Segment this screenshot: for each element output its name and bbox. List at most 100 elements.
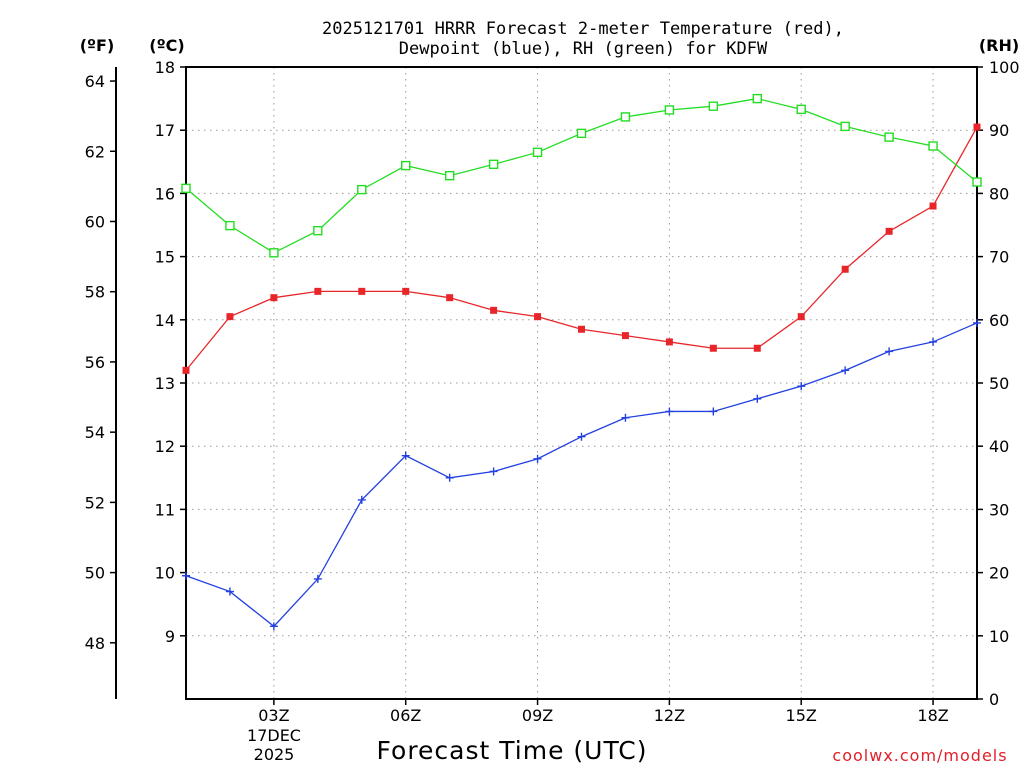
dewpoint-point [577,432,586,441]
x-tick-label: 06Z [390,706,421,725]
rh-line [185,97,978,254]
celsius-tick-label: 15 [155,248,175,267]
dewpoint-point [973,318,981,327]
chart-title-line1: 2025121701 HRRR Forecast 2-meter Tempera… [322,19,844,39]
rh-point [884,132,894,142]
rh-point [796,104,806,115]
rh-point [225,220,235,231]
rh-point [269,248,279,258]
date-label-day: 17DEC [247,726,301,745]
temperature-point [226,313,234,321]
date-label-year: 2025 [254,745,295,764]
data-series [181,93,982,631]
dewpoint-point [753,394,762,403]
dewpoint-point [269,622,278,631]
celsius-tick-label: 12 [155,437,175,456]
temperature-point [929,202,937,210]
dewpoint-point [489,467,498,476]
temperature-point [270,294,278,302]
rh-point [620,112,631,122]
dewpoint-point [709,407,718,416]
fahrenheit-tick-label: 48 [85,634,105,653]
fahrenheit-tick-label: 50 [85,564,105,583]
rh-tick-label: 60 [989,311,1009,330]
temperature-point [578,325,585,333]
celsius-tick-label: 11 [155,500,175,519]
celsius-tick-label: 17 [155,121,175,140]
series-rh [181,93,982,258]
rh-tick-label: 10 [989,627,1009,646]
fahrenheit-tick-label: 62 [85,142,105,161]
rh-point [488,159,499,170]
chart-title-line2: Dewpoint (blue), RH (green) for KDFW [399,39,768,59]
fahrenheit-tick-label: 56 [85,353,105,372]
dewpoint-point [665,407,674,416]
dewpoint-point [313,574,322,583]
rh-point [840,121,850,132]
series-dewpoint [182,318,981,631]
dewpoint-point [621,413,630,422]
temperature-point [753,344,761,352]
fahrenheit-tick-label: 58 [85,283,105,302]
tick-labels: 9 10 11 12 13 14 15 16 17 18 48 50 52 54 56 58 60 62 64 0 10… [85,58,1020,725]
temperature-point [446,294,454,302]
temperature-point [358,287,366,295]
x-tick-label: 12Z [654,706,685,725]
temperature-point [402,287,410,295]
rh-tick-label: 100 [989,58,1020,77]
temperature-point [973,123,981,131]
dewpoint-point [401,451,410,460]
rh-point [444,171,455,181]
celsius-tick-label: 13 [155,374,175,393]
rh-point [928,141,938,151]
rh-point [313,225,323,236]
rh-tick-label: 70 [989,248,1009,267]
temperature-point [182,366,190,374]
temperature-point [797,313,805,321]
dewpoint-point [929,337,938,346]
temperature-point [490,306,498,314]
rh-point [664,105,675,115]
temperature-point [665,338,673,346]
dewpoint-point [225,587,234,596]
dewpoint-point [357,495,366,504]
series-temperature [182,123,981,374]
rh-tick-label: 20 [989,564,1009,583]
celsius-unit-label: (ºC) [149,36,184,55]
fahrenheit-tick-label: 52 [85,493,105,512]
rh-tick-label: 30 [989,500,1009,519]
rh-unit-label: (RH) [979,36,1019,55]
rh-point [357,184,367,195]
temperature-point [534,313,542,321]
rh-point [708,101,719,111]
dewpoint-line [185,322,978,628]
temperature-point [885,227,893,235]
rh-point [752,93,762,104]
celsius-tick-label: 10 [155,564,175,583]
celsius-tick-label: 9 [165,627,175,646]
rh-point [401,160,411,171]
x-tick-label: 03Z [258,706,289,725]
temperature-point [841,265,849,273]
rh-point [532,147,543,158]
grid-lines [186,67,977,699]
x-axis-label: Forecast Time (UTC) [377,736,648,765]
rh-tick-label: 80 [989,184,1009,203]
credit-text: coolwx.com/models [832,746,1007,765]
celsius-tick-label: 18 [155,58,175,77]
rh-point [972,177,982,187]
fahrenheit-unit-label: (ºF) [80,36,115,55]
x-tick-label: 18Z [917,706,948,725]
fahrenheit-tick-label: 54 [85,423,105,442]
dewpoint-point [445,473,454,482]
dewpoint-point [885,347,894,356]
dewpoint-point [797,382,806,391]
dewpoint-point [182,571,190,580]
celsius-tick-label: 16 [155,184,175,203]
rh-tick-label: 0 [989,690,999,709]
temperature-point [621,332,629,340]
temperature-line [185,126,978,371]
rh-tick-label: 90 [989,121,1009,140]
temperature-point [314,287,322,295]
